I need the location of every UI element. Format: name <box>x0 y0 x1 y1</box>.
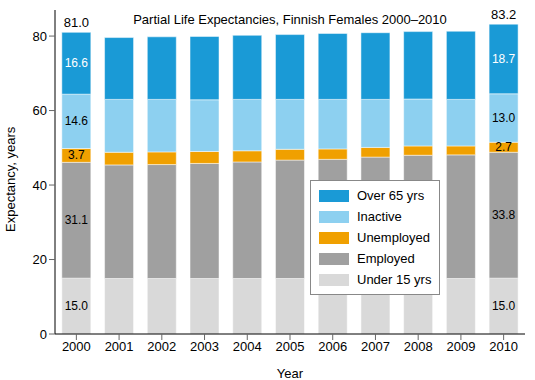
svg-text:31.1: 31.1 <box>65 213 89 227</box>
svg-text:13.0: 13.0 <box>492 111 516 125</box>
html-text:Unemployed: Unemployed <box>357 230 430 245</box>
svg-text:3.7: 3.7 <box>68 148 85 162</box>
html-text:Employed: Employed <box>357 251 415 266</box>
svg-text:40: 40 <box>33 178 47 193</box>
svg-text:Year: Year <box>277 366 304 380</box>
svg-text:2006: 2006 <box>318 339 347 354</box>
svg-text:20: 20 <box>33 252 47 267</box>
svg-text:2009: 2009 <box>446 339 475 354</box>
svg-text:2.7: 2.7 <box>495 140 512 154</box>
html-text:Under 15 yrs: Under 15 yrs <box>357 272 432 287</box>
svg-text:80: 80 <box>33 29 47 44</box>
svg-text:2010: 2010 <box>489 339 518 354</box>
svg-text:83.2: 83.2 <box>491 7 516 22</box>
svg-text:33.8: 33.8 <box>492 208 516 222</box>
svg-text:2007: 2007 <box>361 339 390 354</box>
html-text:Over 65 yrs: Over 65 yrs <box>357 188 425 203</box>
svg-text:14.6: 14.6 <box>65 114 89 128</box>
svg-text:2003: 2003 <box>190 339 219 354</box>
svg-text:16.6: 16.6 <box>65 56 89 70</box>
svg-text:2002: 2002 <box>147 339 176 354</box>
svg-text:81.0: 81.0 <box>64 15 89 30</box>
svg-text:2008: 2008 <box>404 339 433 354</box>
svg-text:18.7: 18.7 <box>492 52 516 66</box>
svg-text:Expectancy, years: Expectancy, years <box>8 126 18 232</box>
svg-text:15.0: 15.0 <box>492 299 516 313</box>
svg-text:60: 60 <box>33 103 47 118</box>
svg-text:15.0: 15.0 <box>65 299 89 313</box>
html-text:Inactive: Inactive <box>357 209 402 224</box>
svg-text:2001: 2001 <box>105 339 134 354</box>
svg-text:2005: 2005 <box>276 339 305 354</box>
html-text:Partial Life Expectancies, Fin: Partial Life Expectancies, Finnish Femal… <box>133 12 447 27</box>
svg-text:2000: 2000 <box>62 339 91 354</box>
svg-text:0: 0 <box>40 327 47 342</box>
svg-text:2004: 2004 <box>233 339 262 354</box>
